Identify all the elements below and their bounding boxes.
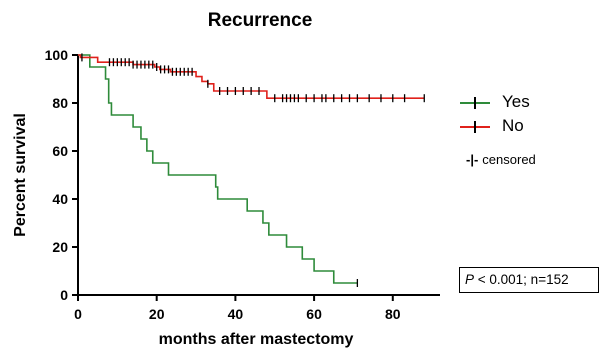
y-tick-label: 40 [52,191,68,207]
legend-label-no: No [502,116,524,135]
y-tick-label: 20 [52,239,68,255]
x-axis-label: months after mastectomy [159,331,354,348]
p-value-box: P < 0.001; n=152 [459,267,599,293]
x-tick-label: 80 [385,306,401,322]
legend-tick-yes [474,97,476,109]
series-line-no [78,54,425,99]
censored-label: censored [482,152,536,167]
legend: Yes No [458,92,598,140]
chart-title: Recurrence [208,10,313,31]
legend-tick-no [474,121,476,133]
y-tick-label: 60 [52,143,68,159]
x-tick-label: 20 [149,306,165,322]
p-value-text: < 0.001; n=152 [474,272,569,287]
y-tick-label: 0 [60,287,68,303]
y-tick-label: 80 [52,95,68,111]
legend-item-yes: Yes [458,92,598,116]
x-tick-label: 60 [306,306,322,322]
censored-symbol: -|- [466,152,479,167]
y-tick-label: 100 [45,47,69,63]
legend-swatch-no [460,121,490,133]
legend-censored: -|- censored [466,152,536,167]
y-axis-label: Percent survival [12,113,29,237]
legend-label-yes: Yes [502,92,530,111]
series-line-yes [78,54,358,284]
x-tick-label: 0 [74,306,82,322]
x-tick-label: 40 [228,306,244,322]
legend-item-no: No [458,116,598,140]
legend-swatch-yes [460,97,490,109]
p-symbol: P [465,272,475,287]
